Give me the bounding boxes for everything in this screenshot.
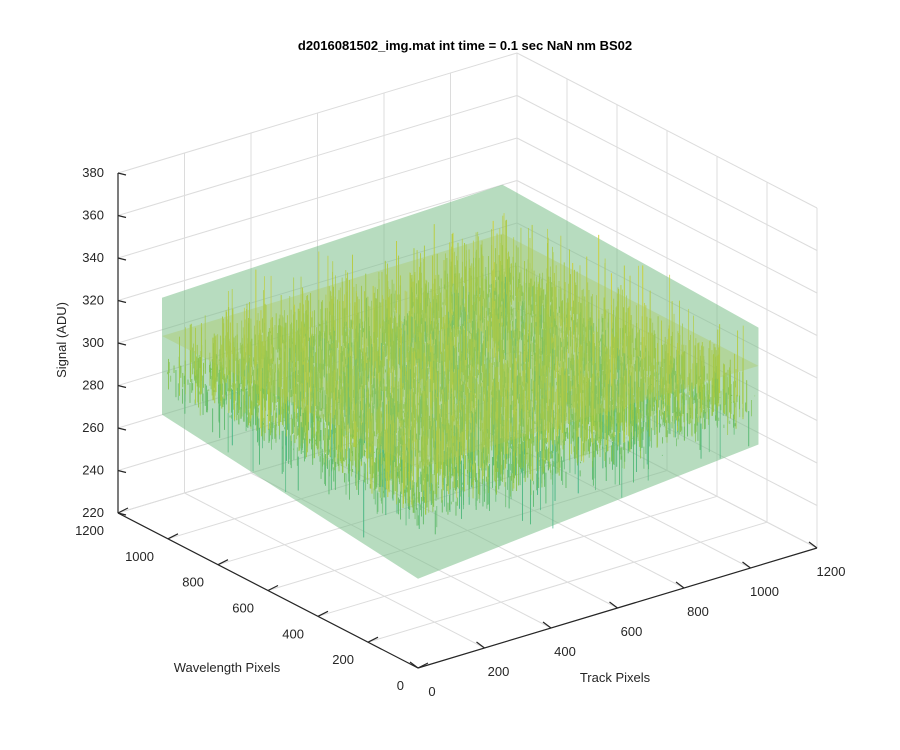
- grid-line: [516, 137, 818, 294]
- grid-line: [117, 137, 518, 259]
- grid-line: [317, 495, 718, 617]
- grid-line: [367, 521, 768, 643]
- grid-line: [516, 52, 818, 209]
- grid-line: [117, 95, 518, 216]
- grid-line: [117, 180, 518, 301]
- grid-line: [516, 95, 818, 251]
- grid-line: [516, 180, 818, 336]
- surface: [162, 184, 759, 579]
- grid-line: [117, 52, 518, 174]
